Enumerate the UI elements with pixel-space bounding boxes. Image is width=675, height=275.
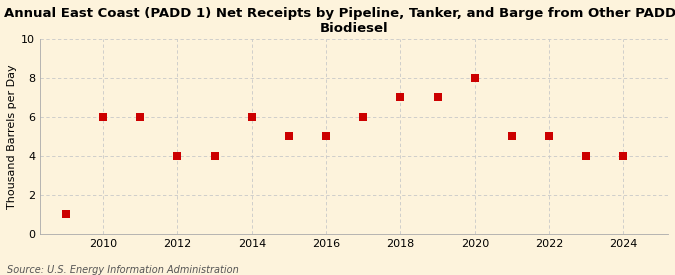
Point [506,134,517,139]
Point [98,115,109,119]
Point [172,154,183,158]
Text: Source: U.S. Energy Information Administration: Source: U.S. Energy Information Administ… [7,265,238,275]
Point [321,134,331,139]
Point [284,134,294,139]
Point [358,115,369,119]
Y-axis label: Thousand Barrels per Day: Thousand Barrels per Day [7,64,17,209]
Point [581,154,592,158]
Point [395,95,406,100]
Title: Annual East Coast (PADD 1) Net Receipts by Pipeline, Tanker, and Barge from Othe: Annual East Coast (PADD 1) Net Receipts … [4,7,675,35]
Point [209,154,220,158]
Point [432,95,443,100]
Point [135,115,146,119]
Point [618,154,629,158]
Point [469,76,480,80]
Point [246,115,257,119]
Point [544,134,555,139]
Point [61,212,72,217]
